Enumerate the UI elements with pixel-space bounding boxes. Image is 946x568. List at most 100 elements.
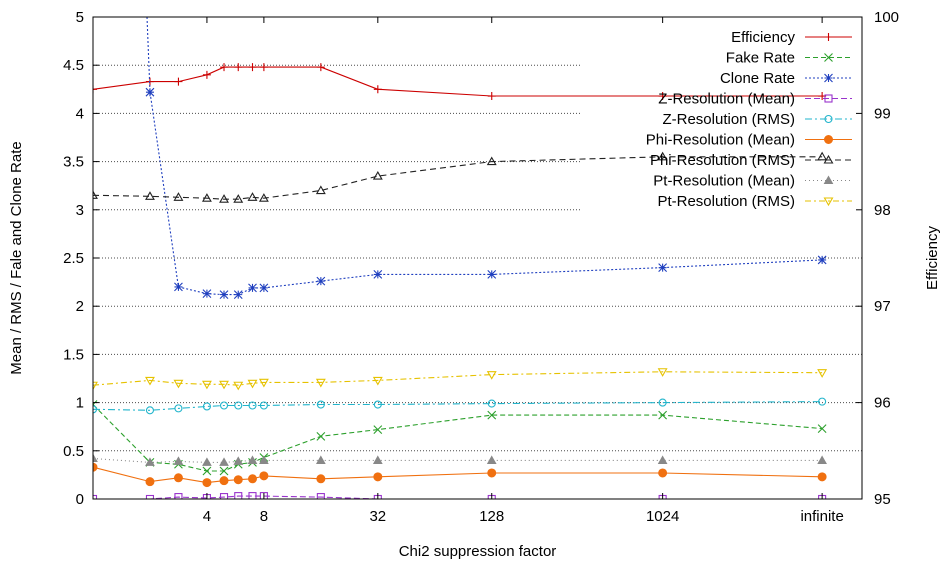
data-point-z-resolution-mean [174,493,183,499]
data-point-pt-resolution-mean [259,455,269,464]
data-point-efficiency [174,77,183,86]
legend-marker [823,154,834,164]
data-point-clone-rate [316,276,326,286]
y-tick-label: 4 [76,105,84,122]
data-point-phi-resolution-mean [259,471,269,481]
data-point-pt-resolution-mean [817,455,827,464]
series-z-resolution-mean [93,492,827,499]
series-z-resolution-rms [93,397,827,415]
series-phi-resolution-rms [93,151,828,203]
data-point-clone-rate [248,283,257,293]
data-point-z-resolution-mean [219,493,229,499]
y-tick-label: 3.5 [63,154,84,171]
legend-marker [824,114,833,124]
data-point-pt-resolution-mean [145,457,155,466]
axes: 0 0.5 1 1.5 2 2.5 3 3.5 4 4.5 5 95 96 97 98 99 100 4 8 32 12… [63,9,899,525]
data-point-phi-resolution-mean [487,468,497,478]
data-point-clone-rate [373,269,383,279]
y2-tick-label: 95 [874,491,891,508]
data-point-efficiency [658,92,667,101]
series-line-z-resolution-mean [93,495,823,499]
legend-item-z-resolution-rms: Z-Resolution (RMS) [662,111,852,128]
legend-item-efficiency: Efficiency [731,29,852,46]
y-tick-label: 2 [76,298,84,315]
series-line-pt-resolution-rms [93,371,823,386]
data-point-phi-resolution-mean [93,462,98,472]
series-clone-rate [145,17,827,300]
data-point-fake-rate [817,424,827,434]
data-point-pt-resolution-rms [219,380,229,390]
data-point-z-resolution-mean [316,493,325,499]
y2-tick-label: 98 [874,202,891,219]
data-point-pt-resolution-mean [315,455,326,464]
x-tick-label: 1024 [646,508,679,525]
data-point-efficiency [234,63,243,72]
legend-item-pt-resolution-rms: Pt-Resolution (RMS) [657,193,852,210]
data-point-phi-resolution-rms [486,156,497,166]
data-point-z-resolution-rms [219,401,229,410]
data-point-pt-resolution-rms [258,378,269,388]
gridlines [93,64,862,452]
data-point-phi-resolution-rms [93,190,98,199]
series-line-z-resolution-rms [93,401,823,411]
data-point-clone-rate [219,290,229,300]
data-point-phi-resolution-mean [373,472,383,482]
data-point-pt-resolution-rms [657,368,668,377]
data-point-z-resolution-rms [487,399,496,408]
y2-tick-label: 96 [874,395,891,412]
data-point-pt-resolution-mean [173,456,184,465]
data-point-z-resolution-rms [202,402,211,411]
data-point-pt-resolution-rms [233,381,244,391]
data-point-pt-resolution-mean [219,457,229,466]
data-point-fake-rate [373,425,383,434]
data-point-z-resolution-rms [234,401,243,410]
data-point-z-resolution-rms [259,401,268,410]
data-point-clone-rate [658,263,668,273]
series-line-pt-resolution-mean [93,457,823,463]
data-point-z-resolution-rms [145,406,155,415]
y2-tick-label: 99 [874,105,891,122]
legend-item-pt-resolution-mean: Pt-Resolution (Mean) [653,173,852,190]
y-axis-label: Mean / RMS / Fale and Clone Rate [8,141,25,374]
data-point-z-resolution-rms [818,397,827,406]
data-point-z-resolution-rms [248,401,257,410]
data-point-pt-resolution-mean [657,455,668,464]
data-point-efficiency [220,63,229,72]
y-tick-label: 5 [76,9,84,26]
data-point-phi-resolution-rms [145,191,155,200]
series-phi-resolution-mean [93,462,827,488]
series-line-phi-resolution-rms [93,156,823,200]
data-point-z-resolution-rms [93,405,98,414]
data-point-phi-resolution-rms [258,193,269,202]
legend-label: Fake Rate [726,50,795,67]
data-point-pt-resolution-mean [233,456,244,465]
series-layer [93,17,828,499]
x-tick-label: 32 [369,508,386,525]
data-point-phi-resolution-rms [201,193,212,202]
data-point-clone-rate [233,290,243,300]
data-point-phi-resolution-mean [658,468,668,478]
legend-item-fake-rate: Fake Rate [726,50,852,67]
legend-label: Pt-Resolution (Mean) [653,173,795,190]
y-tick-label: 3 [76,202,84,219]
legend-item-z-resolution-mean: Z-Resolution (Mean) [658,91,852,108]
data-point-clone-rate [202,289,212,299]
legend-marker [823,175,834,184]
x-tick-label: 4 [203,508,211,525]
data-point-pt-resolution-mean [486,455,497,464]
data-point-phi-resolution-mean [173,473,183,483]
data-point-efficiency [248,63,257,72]
data-point-pt-resolution-rms [145,376,155,386]
series-efficiency [93,63,827,101]
data-point-fake-rate [202,466,212,476]
data-point-efficiency [93,85,97,94]
data-point-efficiency [487,92,496,101]
y2-axis-label: Efficiency [924,226,941,290]
data-point-phi-resolution-rms [233,194,244,203]
data-point-fake-rate [658,410,668,420]
data-point-pt-resolution-mean [202,457,212,466]
data-point-z-resolution-rms [658,398,667,407]
y2-tick-label: 100 [874,9,899,26]
y-tick-label: 1.5 [63,346,84,363]
